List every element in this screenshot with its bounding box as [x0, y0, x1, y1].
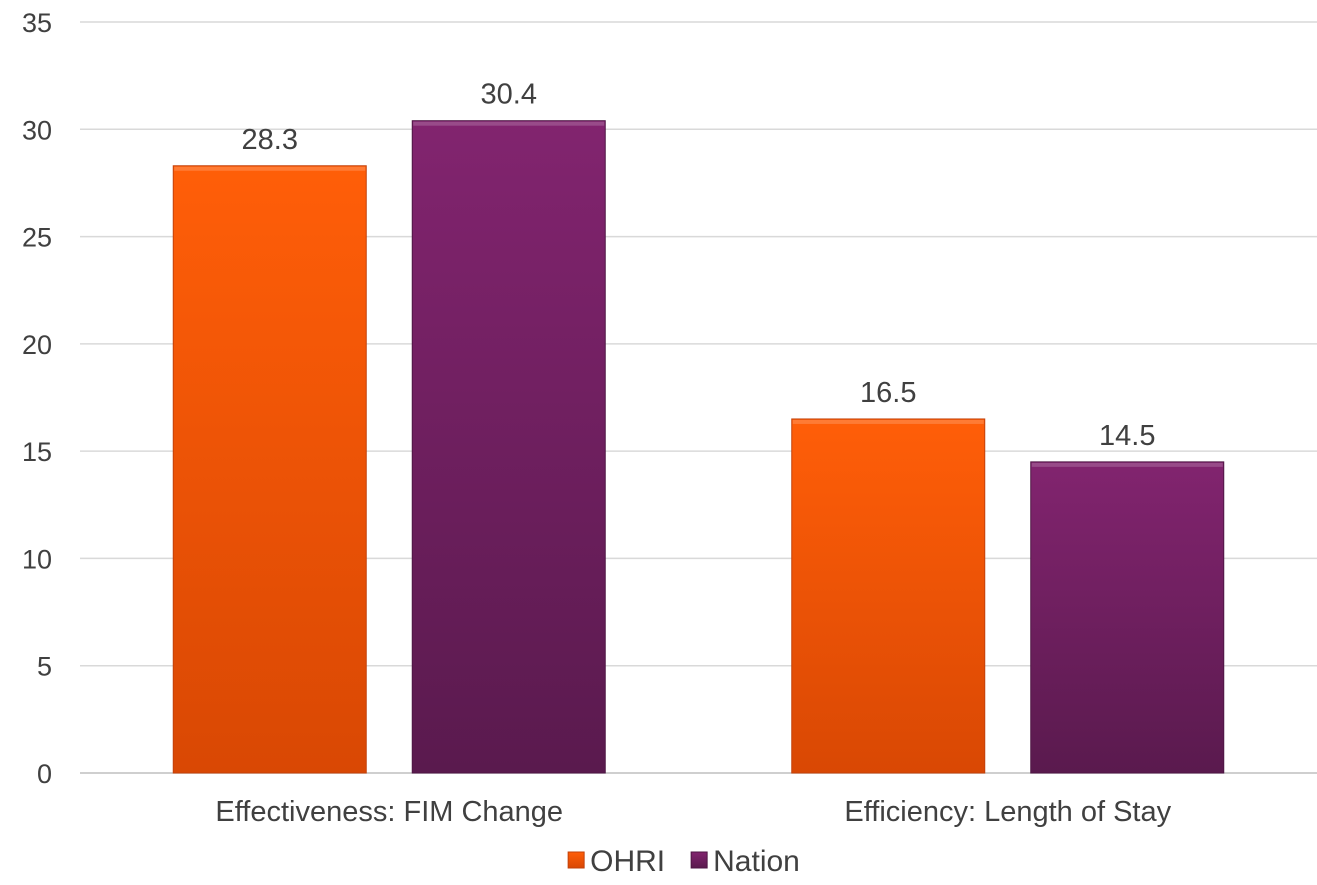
data-label: 30.4	[481, 79, 537, 111]
legend-swatch	[567, 851, 585, 869]
legend: OHRI Nation	[567, 845, 800, 878]
data-labels: 28.3 30.4 16.5 14.5	[242, 79, 1156, 452]
bar-highlight	[1031, 462, 1223, 467]
bar-ohri-1	[791, 418, 986, 774]
x-axis: Effectiveness: FIM Change Efficiency: Len…	[215, 796, 1171, 828]
y-tick-label: 30	[22, 115, 52, 145]
y-tick-label: 10	[22, 544, 52, 574]
y-tick-label: 25	[22, 223, 52, 253]
bars	[172, 120, 1225, 774]
bar-highlight	[174, 166, 366, 171]
y-axis: 0 5 10 15 20 25 30 35	[22, 8, 52, 789]
y-tick-label: 0	[37, 759, 52, 789]
x-category-label: Effectiveness: FIM Change	[215, 796, 563, 828]
legend-item-nation: Nation	[690, 845, 800, 878]
data-label: 14.5	[1099, 420, 1155, 452]
data-label: 16.5	[860, 377, 916, 409]
bar-nation-0	[411, 120, 606, 774]
y-tick-label: 15	[22, 437, 52, 467]
legend-label: OHRI	[590, 845, 665, 878]
bar-highlight	[792, 419, 984, 424]
data-label: 28.3	[242, 124, 298, 156]
bar-ohri-0	[172, 165, 367, 774]
legend-item-ohri: OHRI	[567, 845, 665, 878]
bar-highlight	[413, 121, 605, 126]
x-category-label: Efficiency: Length of Stay	[844, 796, 1171, 828]
y-tick-label: 5	[37, 652, 52, 682]
y-tick-label: 35	[22, 8, 52, 38]
y-tick-label: 20	[22, 330, 52, 360]
legend-swatch	[690, 851, 708, 869]
legend-label: Nation	[713, 845, 800, 878]
bar-nation-1	[1030, 461, 1225, 774]
